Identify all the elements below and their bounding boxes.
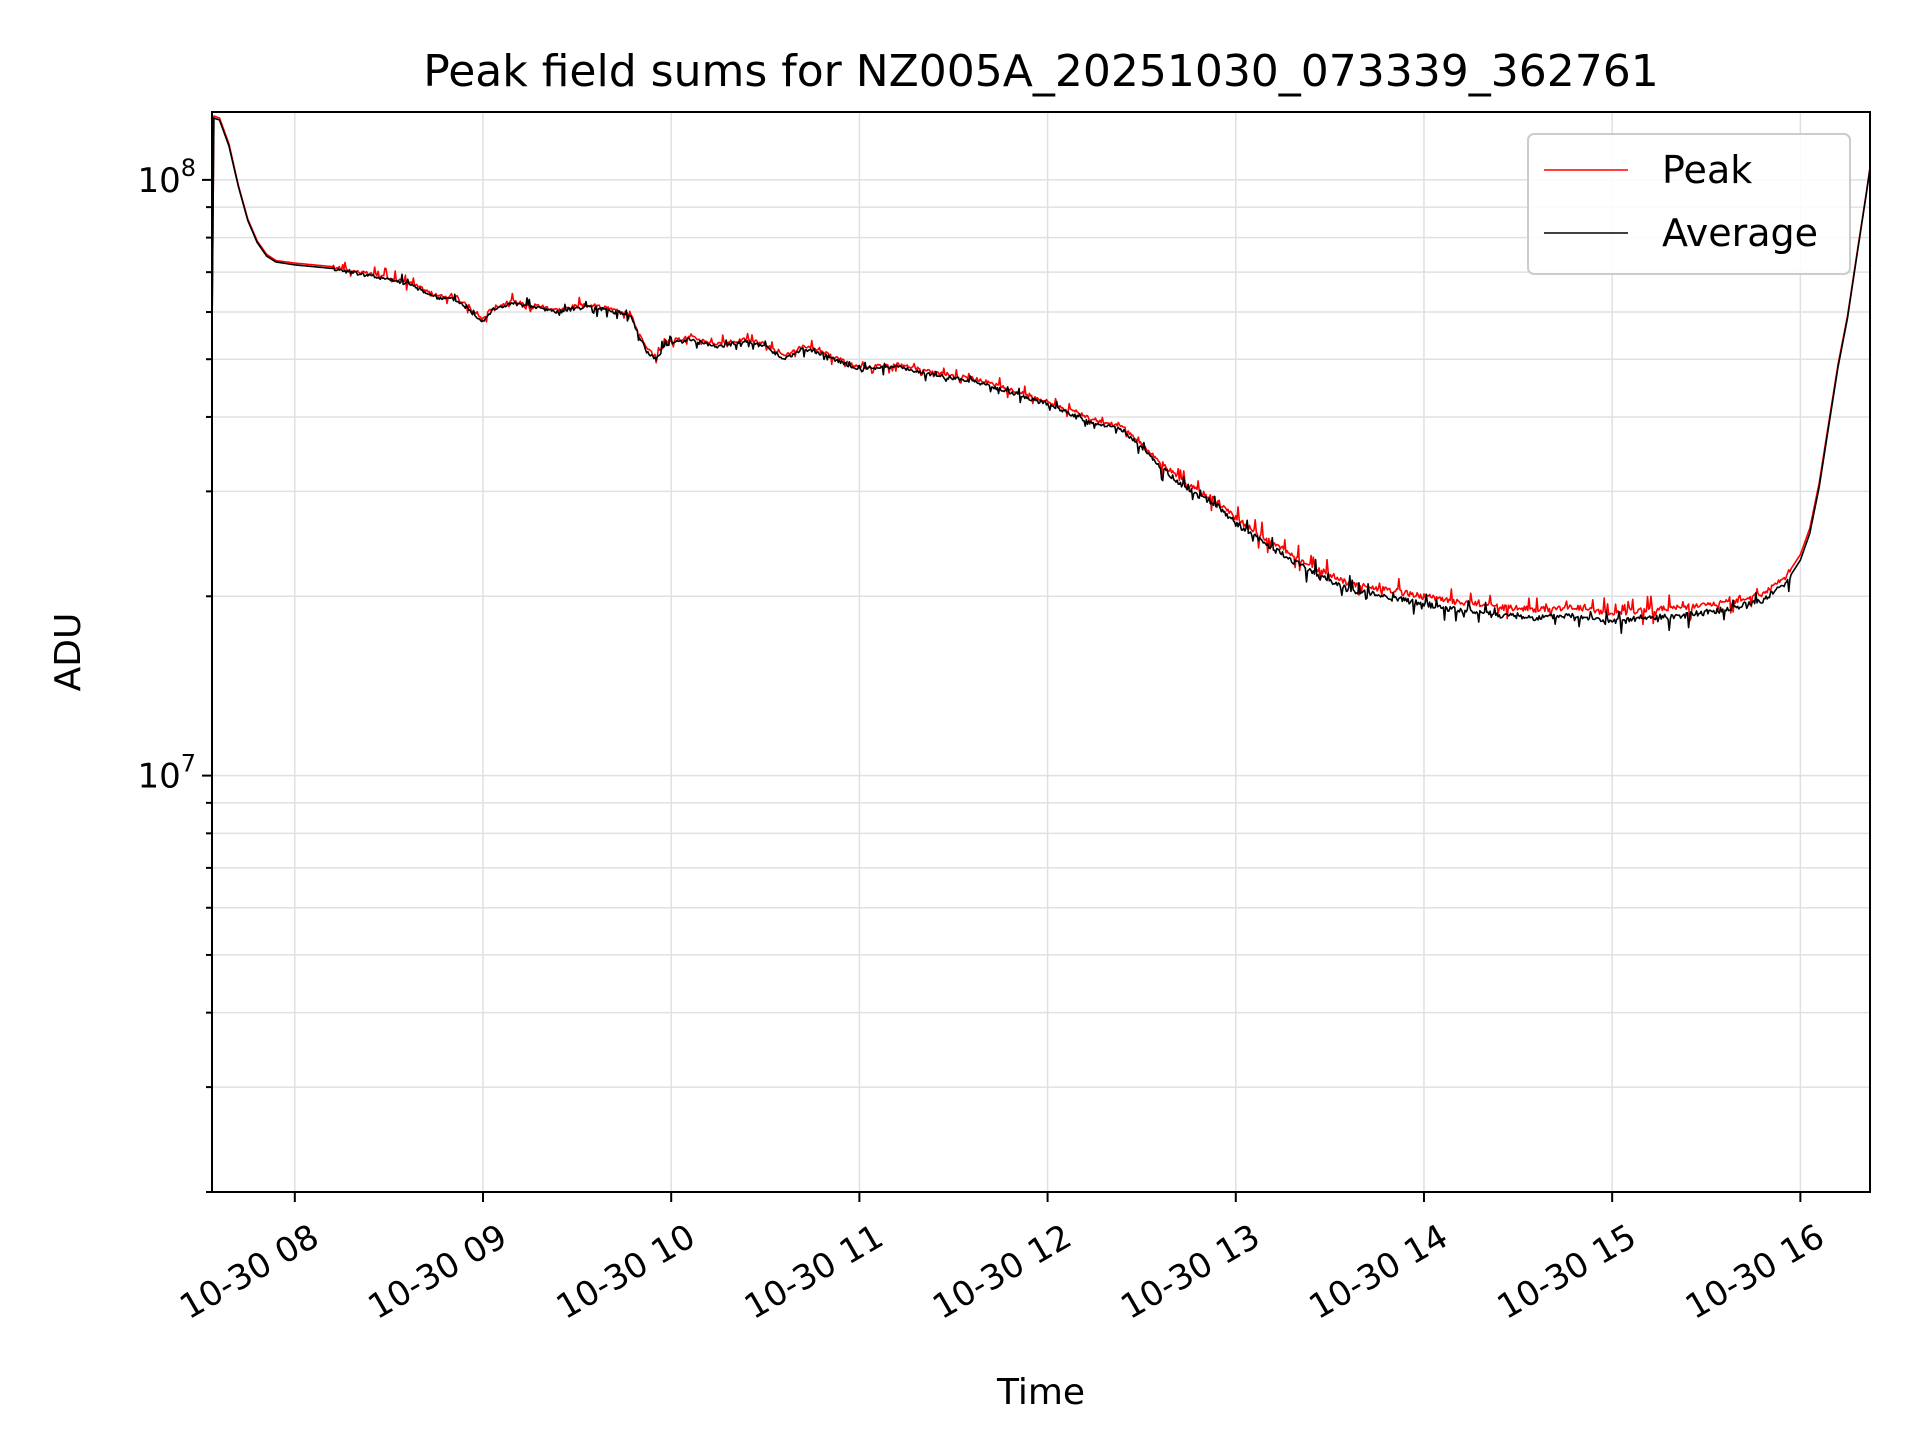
- series-layer: [211, 115, 1871, 635]
- series-line-average: [211, 117, 1871, 635]
- y-tick-label-exponent: 7: [181, 750, 196, 778]
- y-tick-label-base: 10: [137, 161, 180, 201]
- y-tick-label-exponent: 8: [181, 154, 196, 182]
- legend-box: [1527, 133, 1851, 275]
- y-axis-label: ADU: [48, 613, 89, 692]
- series-line-peak: [211, 115, 1871, 626]
- x-axis-label: Time: [996, 1372, 1085, 1413]
- y-tick-label: 108: [137, 154, 196, 201]
- legend-label-peak: Peak: [1662, 148, 1752, 192]
- plot-frame: [211, 111, 1871, 1193]
- chart-title: Peak field sums for NZ005A_20251030_0733…: [423, 46, 1658, 97]
- y-tick-label-base: 10: [137, 757, 180, 797]
- legend: Peak Average: [1527, 133, 1851, 275]
- y-tick-label: 107: [137, 750, 196, 797]
- legend-label-average: Average: [1662, 211, 1818, 255]
